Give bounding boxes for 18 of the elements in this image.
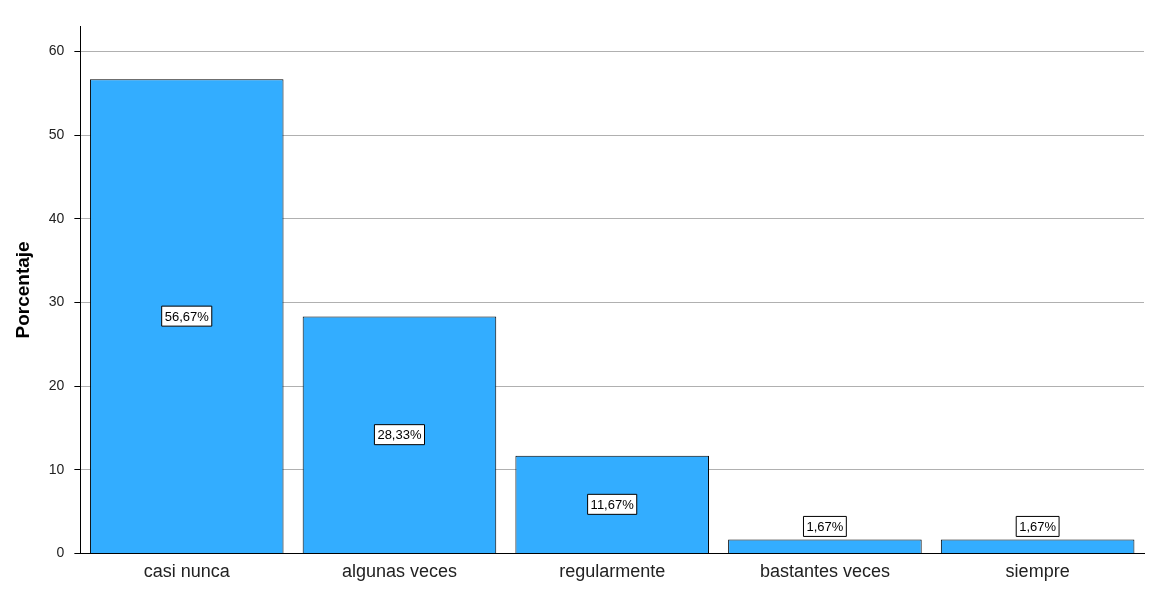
y-tick-label: 0 (56, 544, 65, 561)
data-label: 56,67% (164, 308, 210, 324)
data-label: 1,67% (1019, 519, 1057, 535)
y-tick-label: 60 (48, 42, 65, 59)
data-label: 1,67% (806, 519, 844, 535)
y-tick-label: 20 (48, 376, 65, 393)
x-tick-label: regularmente (559, 561, 666, 582)
x-tick-label: casi nunca (143, 561, 231, 582)
y-tick-label: 50 (48, 126, 65, 143)
y-tick-label: 10 (48, 460, 65, 477)
y-tick-label: 40 (48, 209, 65, 226)
data-label: 28,33% (377, 427, 422, 443)
x-tick-label: bastantes veces (759, 561, 890, 582)
y-tick-label: 30 (48, 293, 65, 310)
x-tick-label: siempre (1005, 561, 1070, 582)
y-axis-title: Porcentaje (11, 241, 33, 339)
data-label: 11,67% (590, 496, 635, 512)
x-tick-label: algunas veces (341, 561, 457, 582)
